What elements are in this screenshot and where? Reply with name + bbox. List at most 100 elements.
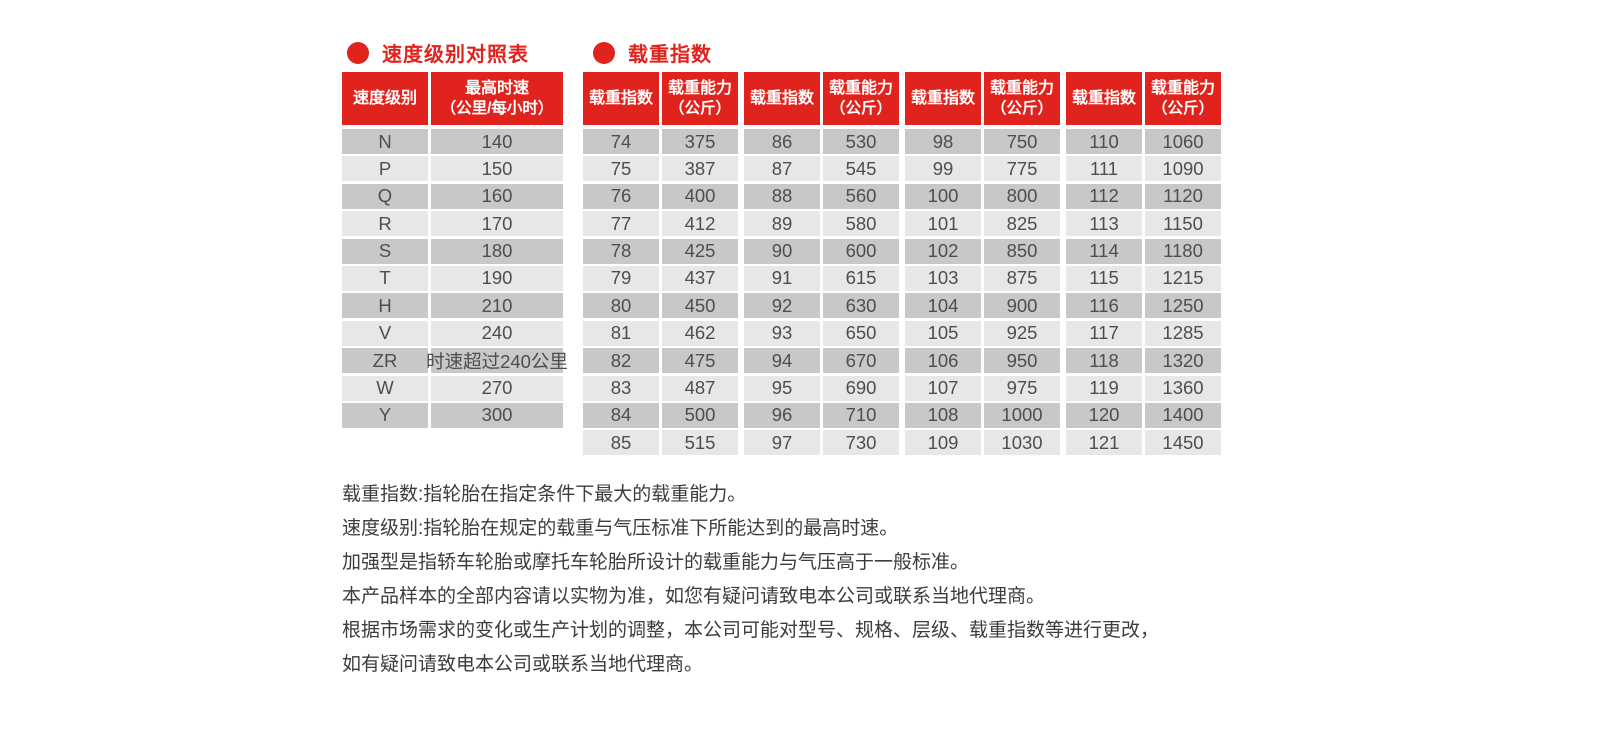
table-row: 83 487 [583,375,738,401]
table-row: 120 1400 [1066,402,1221,428]
load-capacity-cell: 600 [823,238,899,264]
table-row: 98 750 [905,129,1060,154]
load-capacity-cell: 437 [662,265,738,291]
load-capacity-cell: 1000 [984,402,1060,428]
load-index-cell: 99 [905,156,981,182]
table-row: T 190 [342,265,563,291]
table-row: 97 730 [744,430,899,456]
load-index-cell: 118 [1066,348,1142,374]
max-speed-cell: 时速超过240公里 [426,348,568,374]
table-row: 107 975 [905,375,1060,401]
load-capacity-cell: 1180 [1145,238,1221,264]
table-row: 118 1320 [1066,348,1221,374]
load-capacity-cell: 1250 [1145,293,1221,319]
table-row: 74 375 [583,129,738,154]
load-index-cell: 97 [744,430,820,456]
speed-section-title: 速度级别对照表 [347,38,529,67]
load-index-cell: 108 [905,402,981,428]
column-header-load-capacity: 载重能力 （公斤） [1145,72,1221,125]
table-row: 112 1120 [1066,183,1221,209]
table-row: 92 630 [744,293,899,319]
table-row: 113 1150 [1066,211,1221,237]
load-table-header: 载重指数 载重能力 （公斤） [583,72,738,125]
column-header-load-capacity: 载重能力 （公斤） [984,72,1060,125]
table-row: 99 775 [905,156,1060,182]
table-row: 103 875 [905,265,1060,291]
load-index-cell: 104 [905,293,981,319]
speed-rating-cell: ZR [342,348,428,374]
load-index-cell: 89 [744,211,820,237]
load-table-body: 110 1060 111 1090 112 1120 113 1150 114 1180 115 12… [1066,129,1221,456]
table-row: 106 950 [905,348,1060,374]
load-capacity-cell: 462 [662,320,738,346]
load-index-cell: 115 [1066,265,1142,291]
column-header-load-index: 载重指数 [744,72,820,125]
load-table-group: 载重指数 载重能力 （公斤） 110 1060 111 1090 112 1120 113 1150… [1066,72,1221,458]
load-capacity-cell: 615 [823,265,899,291]
load-index-cell: 112 [1066,183,1142,209]
load-index-cell: 113 [1066,211,1142,237]
speed-rating-cell: P [342,156,428,182]
table-row: 76 400 [583,183,738,209]
table-row: ZR 时速超过240公里 [342,348,568,374]
table-row: 108 1000 [905,402,1060,428]
load-index-cell: 114 [1066,238,1142,264]
load-capacity-cell: 375 [662,129,738,154]
load-capacity-cell: 450 [662,293,738,319]
load-capacity-cell: 400 [662,183,738,209]
speed-rating-cell: T [342,265,428,291]
max-speed-cell: 300 [431,402,563,428]
load-capacity-cell: 1400 [1145,402,1221,428]
load-capacity-cell: 925 [984,320,1060,346]
load-index-cell: 95 [744,375,820,401]
max-speed-cell: 270 [431,375,563,401]
table-row: 75 387 [583,156,738,182]
load-capacity-cell: 412 [662,211,738,237]
max-speed-cell: 150 [431,156,563,182]
load-index-cell: 94 [744,348,820,374]
load-capacity-cell: 500 [662,402,738,428]
load-table-body: 74 375 75 387 76 400 77 412 78 425 79 437 80 450 81 462… [583,129,738,456]
column-header-load-capacity-line1: 载重能力 [1150,79,1215,97]
load-index-cell: 79 [583,265,659,291]
load-table: 载重指数 载重能力 （公斤） 74 375 75 387 76 400 77 412 78 425 79 4… [583,72,1221,458]
load-capacity-cell: 1320 [1145,348,1221,374]
speed-section-title-text: 速度级别对照表 [382,44,529,66]
load-capacity-cell: 670 [823,348,899,374]
load-index-cell: 105 [905,320,981,346]
load-capacity-cell: 875 [984,265,1060,291]
table-row: 109 1030 [905,430,1060,456]
section-bullet-icon [593,41,615,64]
column-header-speed-rating: 速度级别 [342,72,428,125]
table-row: 101 825 [905,211,1060,237]
load-index-cell: 87 [744,156,820,182]
column-header-load-capacity: 载重能力 （公斤） [823,72,899,125]
load-index-cell: 90 [744,238,820,264]
column-header-max-speed-line1: 最高时速 [464,79,529,97]
load-capacity-cell: 545 [823,156,899,182]
load-index-cell: 110 [1066,129,1142,154]
table-row: N 140 [342,129,563,154]
load-index-cell: 100 [905,183,981,209]
speed-table-header: 速度级别 最高时速 （公里/每小时） [342,72,563,125]
speed-table-body: N 140 P 150 Q 160 R 170 S 180 T 190 H 210 V 240 ZR 时速超过24… [342,129,568,428]
load-capacity-cell: 1120 [1145,183,1221,209]
table-row: 93 650 [744,320,899,346]
load-capacity-cell: 710 [823,402,899,428]
table-row: 86 530 [744,129,899,154]
load-capacity-cell: 1450 [1145,430,1221,456]
column-header-load-capacity-line1: 载重能力 [989,79,1054,97]
load-index-cell: 81 [583,320,659,346]
table-row: 94 670 [744,348,899,374]
load-index-cell: 101 [905,211,981,237]
table-row: 77 412 [583,211,738,237]
load-index-cell: 120 [1066,402,1142,428]
table-row: 104 900 [905,293,1060,319]
load-capacity-cell: 690 [823,375,899,401]
speed-rating-cell: R [342,211,428,237]
note-line: 速度级别:指轮胎在规定的载重与气压标准下所能达到的最高时速。 [342,518,899,539]
notes-block: 载重指数:指轮胎在指定条件下最大的载重能力。 速度级别:指轮胎在规定的载重与气压标… [342,478,1159,682]
note-line: 如有疑问请致电本公司或联系当地代理商。 [342,654,704,675]
load-index-cell: 103 [905,265,981,291]
table-row: 91 615 [744,265,899,291]
